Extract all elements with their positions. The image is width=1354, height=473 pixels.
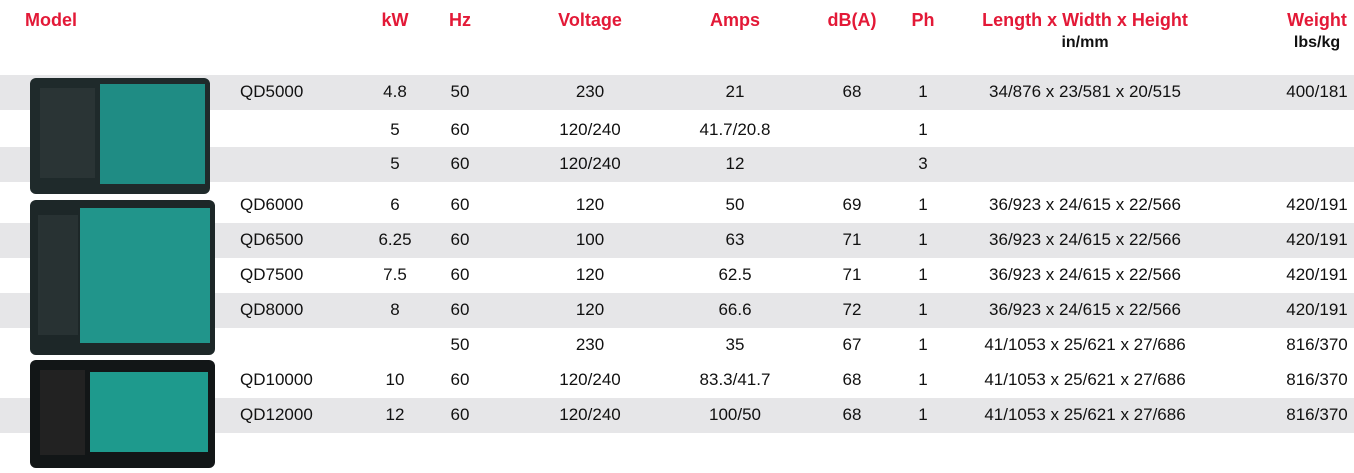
table-cell: 420/191 bbox=[1286, 265, 1347, 285]
table-cell: 68 bbox=[843, 405, 862, 425]
table-cell: 41/1053 x 25/621 x 27/686 bbox=[984, 335, 1185, 355]
table-cell: 230 bbox=[576, 335, 604, 355]
table-cell: 63 bbox=[726, 230, 745, 250]
table-cell: 120/240 bbox=[559, 370, 620, 390]
column-header: Voltage bbox=[558, 10, 622, 31]
table-cell: 50 bbox=[451, 335, 470, 355]
table-cell: QD6000 bbox=[240, 195, 303, 215]
table-cell: 120 bbox=[576, 300, 604, 320]
table-cell: 5 bbox=[390, 154, 399, 174]
table-cell: 6 bbox=[390, 195, 399, 215]
table-cell: 816/370 bbox=[1286, 405, 1347, 425]
table-cell: 1 bbox=[918, 265, 927, 285]
column-header: Amps bbox=[710, 10, 760, 31]
page: Model kW Hz Voltage Amps dB(A) Ph Length x Widt… bbox=[0, 0, 1354, 473]
table-cell: 60 bbox=[451, 300, 470, 320]
table-cell: 120/240 bbox=[559, 120, 620, 140]
table-cell: 68 bbox=[843, 370, 862, 390]
table-cell: 67 bbox=[843, 335, 862, 355]
table-cell: QD7500 bbox=[240, 265, 303, 285]
table-cell: 60 bbox=[451, 154, 470, 174]
table-cell: 1 bbox=[918, 195, 927, 215]
table-cell: 10 bbox=[386, 370, 405, 390]
table-cell: 420/191 bbox=[1286, 195, 1347, 215]
table-cell: 5 bbox=[390, 120, 399, 140]
column-unit: in/mm bbox=[1061, 34, 1108, 52]
table-cell: 36/923 x 24/615 x 22/566 bbox=[989, 265, 1181, 285]
table-cell: 8 bbox=[390, 300, 399, 320]
table-cell: 1 bbox=[918, 370, 927, 390]
table-cell: 50 bbox=[726, 195, 745, 215]
table-cell: 41/1053 x 25/621 x 27/686 bbox=[984, 405, 1185, 425]
table-cell: 120/240 bbox=[559, 405, 620, 425]
table-cell: 60 bbox=[451, 195, 470, 215]
table-cell: 400/181 bbox=[1286, 82, 1347, 102]
table-cell: 1 bbox=[918, 405, 927, 425]
table-cell: 6.25 bbox=[378, 230, 411, 250]
table-cell: 12 bbox=[726, 154, 745, 174]
table-cell: 120 bbox=[576, 195, 604, 215]
table-cell: 72 bbox=[843, 300, 862, 320]
table-cell: 62.5 bbox=[718, 265, 751, 285]
table-cell: 120 bbox=[576, 265, 604, 285]
column-header: dB(A) bbox=[828, 10, 877, 31]
table-cell: QD8000 bbox=[240, 300, 303, 320]
column-header: Hz bbox=[449, 10, 471, 31]
table-cell: 36/923 x 24/615 x 22/566 bbox=[989, 195, 1181, 215]
column-header: Length x Width x Height bbox=[982, 10, 1188, 31]
table-cell: QD6500 bbox=[240, 230, 303, 250]
table-cell: 1 bbox=[918, 335, 927, 355]
table-cell: 83.3/41.7 bbox=[700, 370, 771, 390]
table-cell: 60 bbox=[451, 405, 470, 425]
table-cell: 816/370 bbox=[1286, 335, 1347, 355]
table-cell: 100 bbox=[576, 230, 604, 250]
table-cell: 66.6 bbox=[718, 300, 751, 320]
table-cell: 100/50 bbox=[709, 405, 761, 425]
table-cell: 1 bbox=[918, 120, 927, 140]
column-header: Model bbox=[25, 10, 77, 31]
table-cell: 68 bbox=[843, 82, 862, 102]
table-cell: 41.7/20.8 bbox=[700, 120, 771, 140]
column-header: Ph bbox=[911, 10, 934, 31]
table-cell: 1 bbox=[918, 300, 927, 320]
table-cell: 21 bbox=[726, 82, 745, 102]
table-cell: 36/923 x 24/615 x 22/566 bbox=[989, 300, 1181, 320]
table-cell: 60 bbox=[451, 265, 470, 285]
table-cell: 230 bbox=[576, 82, 604, 102]
table-cell: 120/240 bbox=[559, 154, 620, 174]
table-cell: 60 bbox=[451, 230, 470, 250]
table-cell: QD12000 bbox=[240, 405, 313, 425]
table-cell: 420/191 bbox=[1286, 230, 1347, 250]
table-cell: 7.5 bbox=[383, 265, 407, 285]
table-cell: 12 bbox=[386, 405, 405, 425]
table-cell: 3 bbox=[918, 154, 927, 174]
table-cell: 69 bbox=[843, 195, 862, 215]
table-cell: 420/191 bbox=[1286, 300, 1347, 320]
table-cell: 60 bbox=[451, 120, 470, 140]
table-cell: 34/876 x 23/581 x 20/515 bbox=[989, 82, 1181, 102]
table-cell: 1 bbox=[918, 230, 927, 250]
column-unit: lbs/kg bbox=[1294, 34, 1340, 52]
table-cell: 50 bbox=[451, 82, 470, 102]
table-cell: 71 bbox=[843, 230, 862, 250]
table-cell: QD5000 bbox=[240, 82, 303, 102]
table-cell: 35 bbox=[726, 335, 745, 355]
table-cell: 4.8 bbox=[383, 82, 407, 102]
table-cell: 60 bbox=[451, 370, 470, 390]
table-cell: 41/1053 x 25/621 x 27/686 bbox=[984, 370, 1185, 390]
table-cell: 71 bbox=[843, 265, 862, 285]
table-cell: 816/370 bbox=[1286, 370, 1347, 390]
table-cell: QD10000 bbox=[240, 370, 313, 390]
column-header: Weight bbox=[1287, 10, 1347, 31]
table-cell: 1 bbox=[918, 82, 927, 102]
table-cell: 36/923 x 24/615 x 22/566 bbox=[989, 230, 1181, 250]
generator-images bbox=[0, 0, 220, 473]
column-header: kW bbox=[382, 10, 409, 31]
